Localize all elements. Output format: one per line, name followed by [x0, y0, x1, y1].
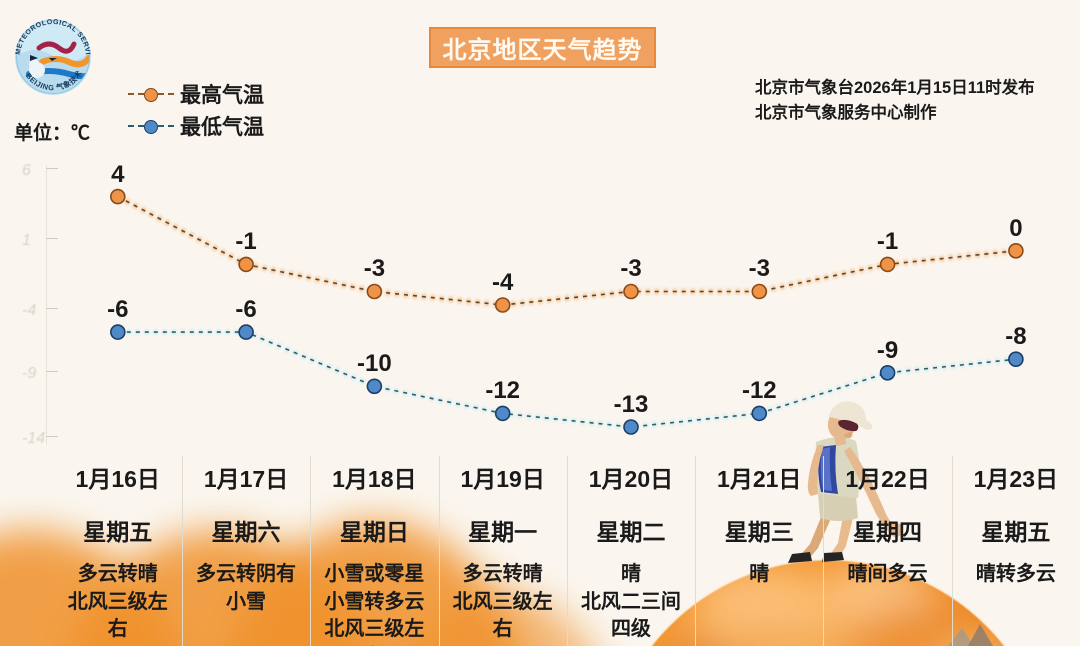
- svg-text:-4: -4: [492, 269, 514, 296]
- svg-text:-10: -10: [357, 350, 392, 377]
- svg-text:-8: -8: [1005, 323, 1026, 350]
- svg-text:4: 4: [111, 161, 125, 188]
- svg-text:-6: -6: [235, 296, 256, 323]
- svg-text:-3: -3: [620, 255, 641, 282]
- svg-text:0: 0: [1009, 215, 1022, 242]
- svg-text:-1: -1: [877, 228, 898, 255]
- svg-text:-12: -12: [742, 377, 777, 404]
- svg-text:-13: -13: [614, 391, 649, 418]
- svg-text:-9: -9: [877, 337, 898, 364]
- svg-text:-1: -1: [235, 228, 256, 255]
- svg-text:-12: -12: [485, 377, 520, 404]
- svg-text:-6: -6: [107, 296, 128, 323]
- svg-text:-3: -3: [749, 255, 770, 282]
- svg-text:-3: -3: [364, 255, 385, 282]
